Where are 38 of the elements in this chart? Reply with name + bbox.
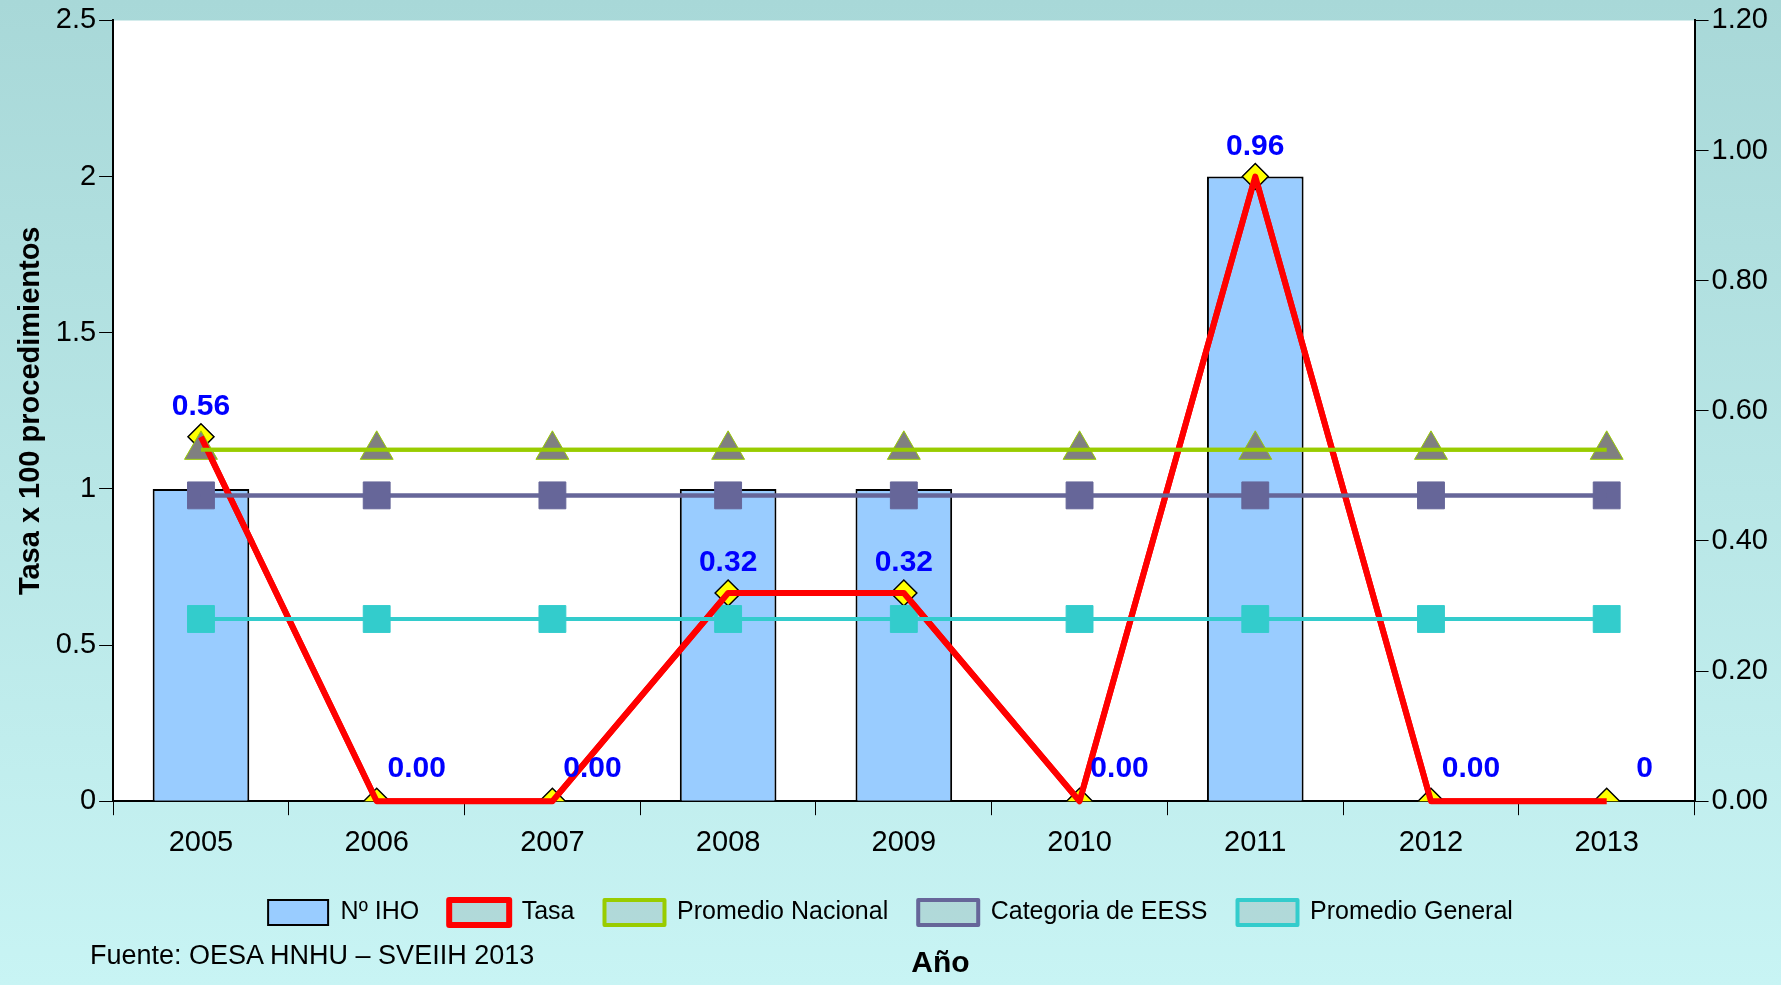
y-tick-label: 0: [79, 783, 97, 816]
legend-label: Promedio General: [1310, 896, 1513, 925]
x-tick-label: 2006: [344, 824, 409, 857]
data-label: 0.00: [387, 750, 446, 784]
y-tick-label: 1.5: [55, 314, 97, 347]
data-label: 0.32: [874, 544, 934, 578]
y2-tick-label: 0.40: [1711, 522, 1769, 555]
y2-tick-label: 0.60: [1711, 392, 1769, 425]
legend-label: Promedio Nacional: [676, 896, 889, 925]
data-label: 0.96: [1226, 127, 1285, 161]
y-tick-label: 0.5: [55, 627, 97, 660]
y-axis-title: Tasa x 100 procedimientos: [13, 226, 46, 596]
x-axis-title: Año: [911, 945, 970, 978]
y-tick-label: 2.5: [55, 2, 97, 35]
y2-tick-label: 1.00: [1711, 132, 1769, 165]
x-tick-label: 2010: [1047, 824, 1112, 857]
data-label: 0: [1636, 750, 1654, 784]
legend-label: Categoria de EESS: [990, 896, 1208, 925]
x-tick-label: 2007: [520, 824, 585, 857]
x-tick-label: 2005: [168, 824, 234, 857]
y-tick-label: 1: [79, 470, 97, 503]
x-tick-label: 2012: [1398, 824, 1464, 857]
legend-label: Nº IHO: [340, 896, 420, 925]
legend-label: Tasa: [521, 896, 575, 925]
y2-tick-label: 1.20: [1711, 2, 1769, 35]
data-label: 0.00: [1441, 750, 1501, 784]
y2-tick-label: 0.80: [1711, 262, 1769, 295]
source-note: Fuente: OESA HNHU – SVEIIH 2013: [90, 940, 535, 971]
x-tick-label: 2011: [1224, 824, 1287, 857]
data-label: 0.32: [698, 544, 758, 578]
x-tick-label: 2013: [1574, 824, 1639, 857]
y2-tick-label: 0.20: [1711, 653, 1769, 686]
data-label: 0.00: [1090, 750, 1149, 784]
x-tick-label: 2009: [871, 824, 937, 857]
y2-tick-label: 0.00: [1711, 783, 1769, 816]
x-tick-label: 2008: [695, 824, 761, 857]
data-label: 0.56: [171, 388, 231, 422]
y-tick-label: 2: [79, 158, 97, 191]
